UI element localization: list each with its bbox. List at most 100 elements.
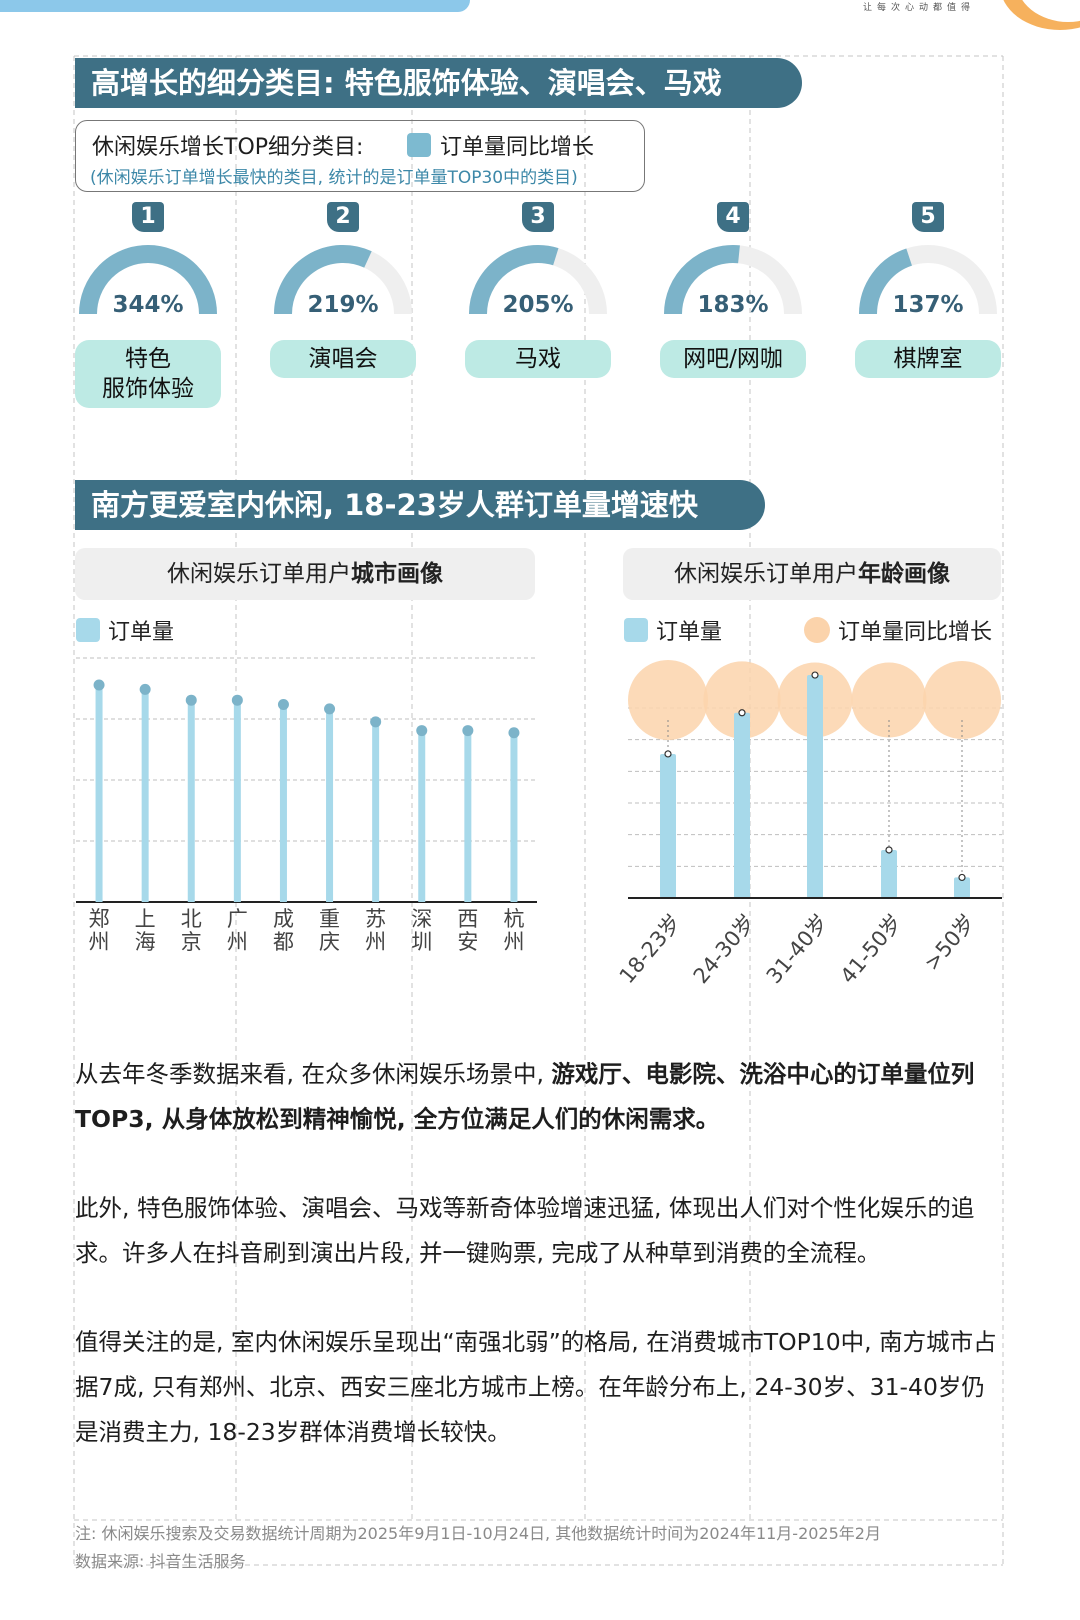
growth-percent: 219% bbox=[307, 292, 379, 318]
age-bar-marker bbox=[811, 671, 819, 679]
city-tick-label: 州 bbox=[503, 930, 524, 954]
city-header-prefix: 休闲娱乐订单用户 bbox=[167, 561, 351, 587]
city-tick-label: 安 bbox=[457, 930, 478, 954]
city-tick-label: 北 bbox=[181, 907, 202, 931]
city-tick-label: 州 bbox=[365, 930, 386, 954]
age-header-bold: 年龄画像 bbox=[858, 561, 950, 587]
age-legend-growth: 订单量同比增长 bbox=[838, 620, 993, 645]
category-line1: 网吧/网咖 bbox=[683, 346, 783, 372]
growth-percent: 344% bbox=[112, 292, 184, 318]
gauge-fill bbox=[664, 245, 740, 315]
city-tick-label: 州 bbox=[227, 930, 248, 954]
city-tick-label: 成 bbox=[273, 907, 294, 931]
city-chart-header: 休闲娱乐订单用户城市画像 bbox=[75, 548, 535, 600]
legend-swatch bbox=[407, 133, 431, 157]
age-bar bbox=[660, 753, 676, 898]
age-chart-header: 休闲娱乐订单用户年龄画像 bbox=[623, 548, 1001, 600]
rank-card-4: 4 183% 网吧/网咖 bbox=[658, 202, 808, 402]
age-tick-label: 31-40岁 bbox=[762, 910, 833, 988]
gauge-chart bbox=[274, 245, 412, 315]
city-tick-label: 西 bbox=[457, 907, 478, 931]
city-tick-label: 杭 bbox=[503, 907, 524, 931]
footnote: 注: 休闲娱乐搜索及交易数据统计周期为2025年9月1日-10月24日, 其他数… bbox=[75, 1524, 881, 1543]
city-tick-label: 州 bbox=[89, 930, 110, 954]
age-legend-orders: 订单量 bbox=[656, 620, 723, 645]
city-bar bbox=[510, 732, 518, 902]
city-tick-label: 广 bbox=[227, 907, 248, 931]
city-bar bbox=[95, 685, 103, 902]
growth-percent: 137% bbox=[892, 292, 964, 318]
city-bar bbox=[233, 700, 241, 902]
age-bar-marker bbox=[738, 709, 746, 717]
growth-percent: 183% bbox=[697, 292, 769, 318]
city-tick-label: 京 bbox=[181, 930, 202, 954]
city-bar-dot bbox=[231, 694, 243, 706]
gauge-fill bbox=[859, 248, 913, 315]
city-bar-dot bbox=[416, 725, 428, 737]
section2-title: 南方更爱室内休闲, 18-23岁人群订单量增速快 bbox=[75, 480, 765, 530]
paragraph-1-highlight: 游戏厅、电影院、洗浴中心的订单量位列TOP3, 从身体放松到精神愉悦, 全方位满… bbox=[75, 1060, 975, 1133]
rank-badge: 5 bbox=[912, 202, 944, 232]
gauge-chart bbox=[469, 245, 607, 315]
category-info-box: 休闲娱乐增长TOP细分类目: 订单量同比增长 (休闲娱乐订单增长最快的类目, 统… bbox=[75, 120, 645, 192]
paragraph-3: 值得关注的是, 室内休闲娱乐呈现出“南强北弱”的格局, 在消费城市TOP10中,… bbox=[75, 1328, 997, 1446]
gauge-fill bbox=[274, 245, 372, 315]
rank-card-5: 5 137% 棋牌室 bbox=[853, 202, 1003, 402]
city-tick-label: 上 bbox=[135, 907, 156, 931]
city-bar bbox=[464, 730, 472, 902]
data-source: 数据来源: 抖音生活服务 bbox=[75, 1552, 246, 1571]
gauge-fill bbox=[79, 245, 217, 315]
rank-badge: 4 bbox=[717, 202, 749, 232]
age-bar-marker bbox=[664, 750, 672, 758]
age-tick-label: 41-50岁 bbox=[836, 910, 907, 988]
top-accent-bar bbox=[0, 0, 470, 12]
city-tick-label: 苏 bbox=[365, 907, 386, 931]
category-label: 网吧/网咖 bbox=[660, 340, 806, 378]
age-bar-marker bbox=[958, 873, 966, 882]
gauge-chart bbox=[664, 245, 802, 315]
age-bar bbox=[734, 712, 750, 898]
info-title: 休闲娱乐增长TOP细分类目: bbox=[92, 135, 364, 160]
category-label: 演唱会 bbox=[270, 340, 416, 378]
gauge-fill bbox=[469, 245, 559, 315]
city-tick-label: 深 bbox=[411, 907, 432, 931]
paragraph-1-text: 从去年冬季数据来看, 在众多休闲娱乐场景中, bbox=[75, 1060, 552, 1088]
city-bar bbox=[418, 730, 426, 902]
city-bar-dot bbox=[185, 694, 197, 706]
city-bar-dot bbox=[277, 699, 289, 711]
city-legend-swatch bbox=[76, 618, 100, 642]
growth-percent: 205% bbox=[502, 292, 574, 318]
city-bar bbox=[326, 708, 334, 902]
city-tick-label: 郑 bbox=[89, 907, 110, 931]
age-bar bbox=[807, 675, 823, 898]
section1-title: 高增长的细分类目: 特色服饰体验、演唱会、马戏 bbox=[75, 58, 802, 108]
rank-badge: 1 bbox=[132, 202, 164, 232]
city-tick-label: 重 bbox=[319, 907, 340, 931]
growth-bubble bbox=[628, 660, 708, 740]
city-bar-dot bbox=[370, 716, 382, 728]
city-bar-dot bbox=[93, 679, 105, 691]
info-note: (休闲娱乐订单增长最快的类目, 统计的是订单量TOP30中的类目) bbox=[90, 168, 578, 188]
city-bar bbox=[279, 704, 287, 902]
age-tick-label: 18-23岁 bbox=[615, 910, 686, 988]
rank-badge: 2 bbox=[327, 202, 359, 232]
growth-bubble bbox=[922, 660, 1002, 740]
age-bar-marker bbox=[885, 846, 893, 854]
category-line1: 棋牌室 bbox=[893, 346, 963, 372]
age-legend-swatch bbox=[624, 618, 648, 642]
age-legend-bubble bbox=[804, 617, 830, 643]
category-line1: 特色 bbox=[125, 346, 171, 372]
growth-bubble bbox=[851, 662, 927, 738]
gauge-chart bbox=[79, 245, 217, 315]
age-tick-label: 24-30岁 bbox=[689, 910, 760, 988]
city-tick-label: 都 bbox=[273, 930, 294, 954]
age-bar bbox=[954, 877, 970, 898]
rank-badge: 3 bbox=[522, 202, 554, 232]
city-legend-label: 订单量 bbox=[108, 620, 175, 645]
category-label: 棋牌室 bbox=[855, 340, 1001, 378]
rank-card-3: 3 205% 马戏 bbox=[463, 202, 613, 402]
city-bar-dot bbox=[508, 727, 520, 739]
city-bar-dot bbox=[462, 725, 474, 737]
brand-slogan: 让每次心动都值得 bbox=[862, 3, 975, 13]
gauge-chart bbox=[859, 245, 997, 315]
